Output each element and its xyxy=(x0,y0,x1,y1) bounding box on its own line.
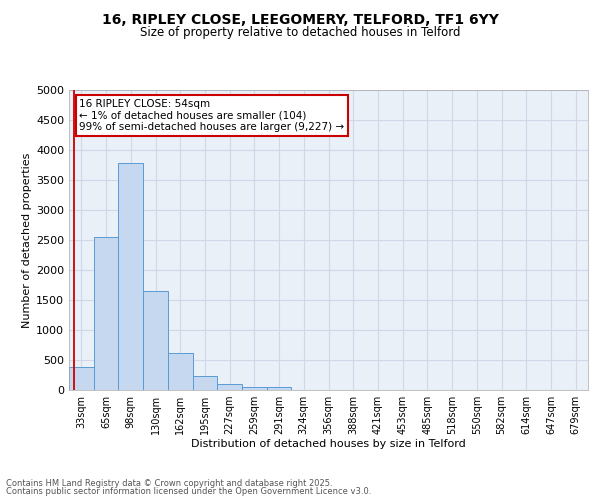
Text: 16 RIPLEY CLOSE: 54sqm
← 1% of detached houses are smaller (104)
99% of semi-det: 16 RIPLEY CLOSE: 54sqm ← 1% of detached … xyxy=(79,99,344,132)
Bar xyxy=(118,163,143,390)
Bar xyxy=(193,376,217,390)
Bar xyxy=(168,353,193,390)
Bar xyxy=(217,384,242,390)
Text: Contains public sector information licensed under the Open Government Licence v3: Contains public sector information licen… xyxy=(6,488,371,496)
Y-axis label: Number of detached properties: Number of detached properties xyxy=(22,152,32,328)
Text: Size of property relative to detached houses in Telford: Size of property relative to detached ho… xyxy=(140,26,460,39)
Bar xyxy=(143,291,168,390)
Text: 16, RIPLEY CLOSE, LEEGOMERY, TELFORD, TF1 6YY: 16, RIPLEY CLOSE, LEEGOMERY, TELFORD, TF… xyxy=(101,12,499,26)
Bar xyxy=(242,388,267,390)
Text: Contains HM Land Registry data © Crown copyright and database right 2025.: Contains HM Land Registry data © Crown c… xyxy=(6,478,332,488)
X-axis label: Distribution of detached houses by size in Telford: Distribution of detached houses by size … xyxy=(191,438,466,448)
Bar xyxy=(267,388,292,390)
Bar xyxy=(69,366,94,390)
Bar xyxy=(94,237,118,390)
